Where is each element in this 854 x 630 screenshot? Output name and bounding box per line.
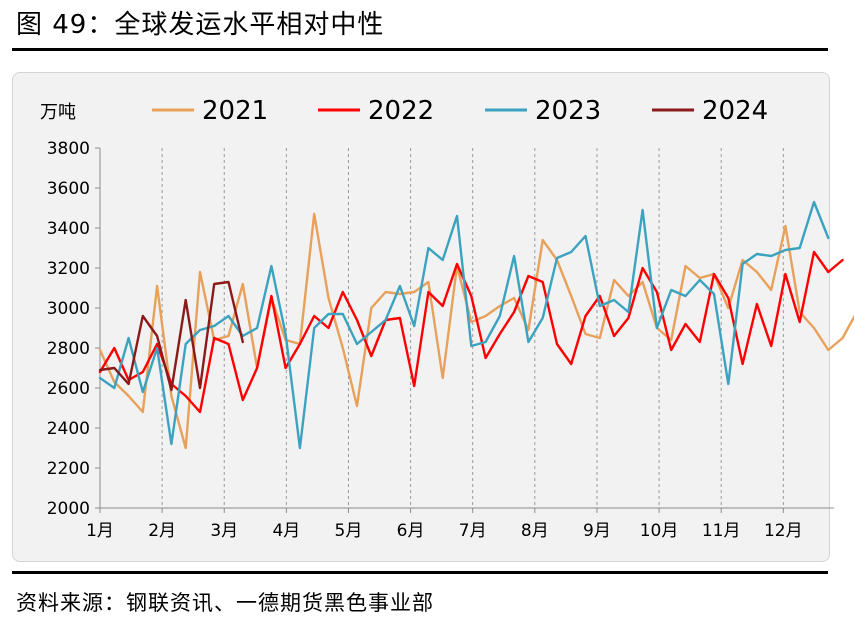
y-axis-unit-label: 万吨	[40, 102, 76, 123]
x-tick-label: 10月	[640, 521, 679, 541]
y-tick-label: 2800	[47, 339, 90, 359]
x-tick-label: 2月	[148, 521, 176, 541]
series-line-2022	[98, 250, 844, 414]
x-tick-label: 9月	[583, 521, 611, 541]
legend-label-2023: 2023	[535, 96, 601, 126]
chart-panel	[12, 72, 830, 562]
x-tick-label: 3月	[210, 521, 238, 541]
legend-label-2024: 2024	[702, 96, 768, 126]
series-layer	[98, 200, 854, 450]
y-tick-label: 2400	[47, 419, 90, 439]
y-tick-label: 3000	[47, 299, 90, 319]
y-tick-label: 2200	[47, 459, 90, 479]
series-line-2023	[98, 200, 830, 450]
legend-label-2022: 2022	[368, 96, 434, 126]
x-tick-label: 8月	[521, 521, 549, 541]
series-line-2021	[98, 212, 854, 450]
y-tick-label: 2600	[47, 379, 90, 399]
x-tick-label: 6月	[397, 521, 425, 541]
y-tick-label: 3600	[47, 179, 90, 199]
y-tick-label: 2000	[47, 499, 90, 519]
title-divider	[12, 48, 828, 51]
x-tick-label: 11月	[702, 521, 741, 541]
x-tick-label: 7月	[459, 521, 487, 541]
series-line-2024	[98, 280, 245, 392]
figure-title: 图 49：全球发运水平相对中性	[16, 10, 385, 40]
y-tick-label: 3200	[47, 259, 90, 279]
source-divider	[12, 571, 828, 574]
legend: 2021 2022 2023 2024	[152, 96, 768, 126]
source-note: 资料来源：钢联资讯、一德期货黑色事业部	[16, 591, 434, 615]
axis-layer: 2000 2200 2400 2600 2800 3000 3200 3400 3600 3800…	[47, 139, 834, 541]
x-tick-label: 12月	[764, 521, 803, 541]
y-tick-label: 3800	[47, 139, 90, 159]
x-tick-label: 1月	[86, 521, 114, 541]
x-tick-label: 4月	[272, 521, 300, 541]
y-tick-label: 3400	[47, 219, 90, 239]
x-tick-label: 5月	[335, 521, 363, 541]
legend-label-2021: 2021	[202, 96, 268, 126]
